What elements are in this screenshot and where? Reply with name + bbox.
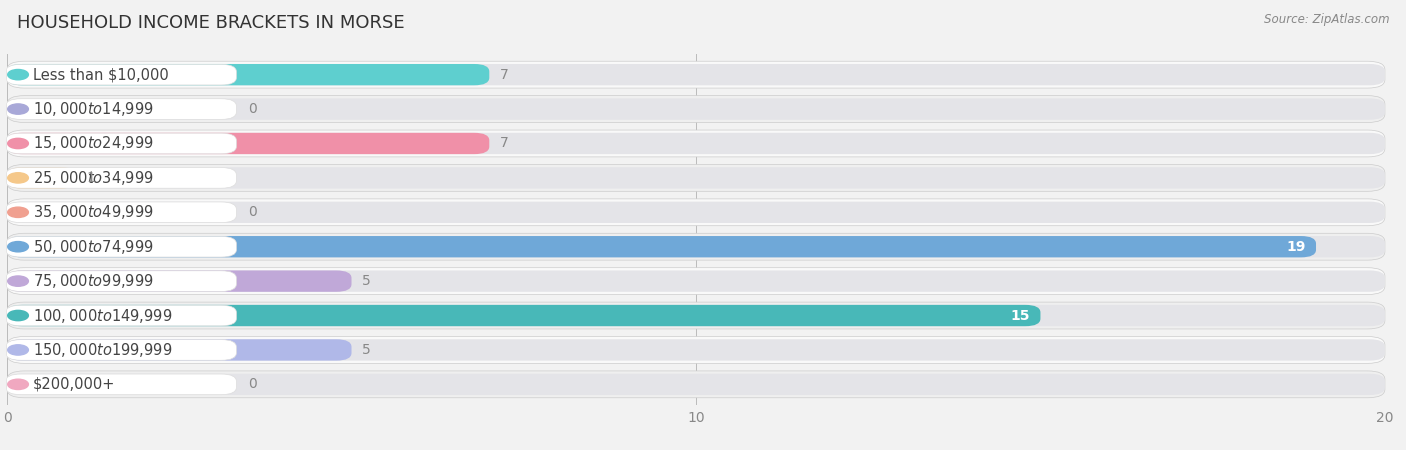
FancyBboxPatch shape <box>7 374 1385 395</box>
FancyBboxPatch shape <box>7 305 1040 326</box>
FancyBboxPatch shape <box>7 270 1385 292</box>
FancyBboxPatch shape <box>7 233 1385 260</box>
FancyBboxPatch shape <box>7 199 1385 226</box>
Text: 0: 0 <box>249 102 257 116</box>
Text: 15: 15 <box>1011 309 1031 323</box>
FancyBboxPatch shape <box>6 305 236 326</box>
FancyBboxPatch shape <box>7 302 1385 329</box>
Text: $75,000 to $99,999: $75,000 to $99,999 <box>34 272 155 290</box>
FancyBboxPatch shape <box>6 99 236 119</box>
FancyBboxPatch shape <box>7 61 1385 88</box>
Circle shape <box>7 276 28 286</box>
Text: 5: 5 <box>361 343 371 357</box>
FancyBboxPatch shape <box>7 337 1385 363</box>
Text: HOUSEHOLD INCOME BRACKETS IN MORSE: HOUSEHOLD INCOME BRACKETS IN MORSE <box>17 14 405 32</box>
Circle shape <box>7 207 28 217</box>
FancyBboxPatch shape <box>7 339 351 360</box>
FancyBboxPatch shape <box>7 164 1385 191</box>
FancyBboxPatch shape <box>7 133 1385 154</box>
FancyBboxPatch shape <box>6 236 236 257</box>
FancyBboxPatch shape <box>6 133 236 154</box>
Text: $50,000 to $74,999: $50,000 to $74,999 <box>34 238 155 256</box>
Text: 1: 1 <box>86 171 96 185</box>
FancyBboxPatch shape <box>6 202 236 223</box>
Text: $10,000 to $14,999: $10,000 to $14,999 <box>34 100 155 118</box>
FancyBboxPatch shape <box>6 340 236 360</box>
FancyBboxPatch shape <box>7 305 1385 326</box>
FancyBboxPatch shape <box>7 270 351 292</box>
Circle shape <box>7 242 28 252</box>
FancyBboxPatch shape <box>7 64 1385 86</box>
Text: 19: 19 <box>1286 240 1306 254</box>
FancyBboxPatch shape <box>7 96 1385 122</box>
FancyBboxPatch shape <box>7 236 1385 257</box>
FancyBboxPatch shape <box>7 202 1385 223</box>
FancyBboxPatch shape <box>7 339 1385 360</box>
FancyBboxPatch shape <box>7 99 1385 120</box>
FancyBboxPatch shape <box>7 268 1385 295</box>
Text: $15,000 to $24,999: $15,000 to $24,999 <box>34 135 155 153</box>
FancyBboxPatch shape <box>6 64 236 85</box>
Text: 0: 0 <box>249 205 257 219</box>
FancyBboxPatch shape <box>6 374 236 395</box>
FancyBboxPatch shape <box>7 167 1385 189</box>
Text: $200,000+: $200,000+ <box>34 377 115 392</box>
FancyBboxPatch shape <box>7 133 489 154</box>
Text: 0: 0 <box>249 378 257 392</box>
Circle shape <box>7 310 28 321</box>
Text: Source: ZipAtlas.com: Source: ZipAtlas.com <box>1264 14 1389 27</box>
FancyBboxPatch shape <box>6 167 236 188</box>
Text: $100,000 to $149,999: $100,000 to $149,999 <box>34 306 173 324</box>
Text: Less than $10,000: Less than $10,000 <box>34 67 169 82</box>
Text: $25,000 to $34,999: $25,000 to $34,999 <box>34 169 155 187</box>
Circle shape <box>7 379 28 390</box>
Circle shape <box>7 173 28 183</box>
FancyBboxPatch shape <box>6 271 236 292</box>
Text: 7: 7 <box>499 68 509 81</box>
Text: 5: 5 <box>361 274 371 288</box>
FancyBboxPatch shape <box>7 167 76 189</box>
Text: $35,000 to $49,999: $35,000 to $49,999 <box>34 203 155 221</box>
Circle shape <box>7 345 28 355</box>
Circle shape <box>7 69 28 80</box>
Text: 7: 7 <box>499 136 509 150</box>
FancyBboxPatch shape <box>7 64 489 86</box>
Circle shape <box>7 104 28 114</box>
FancyBboxPatch shape <box>7 236 1316 257</box>
Circle shape <box>7 138 28 148</box>
FancyBboxPatch shape <box>7 130 1385 157</box>
FancyBboxPatch shape <box>7 371 1385 398</box>
Text: $150,000 to $199,999: $150,000 to $199,999 <box>34 341 173 359</box>
